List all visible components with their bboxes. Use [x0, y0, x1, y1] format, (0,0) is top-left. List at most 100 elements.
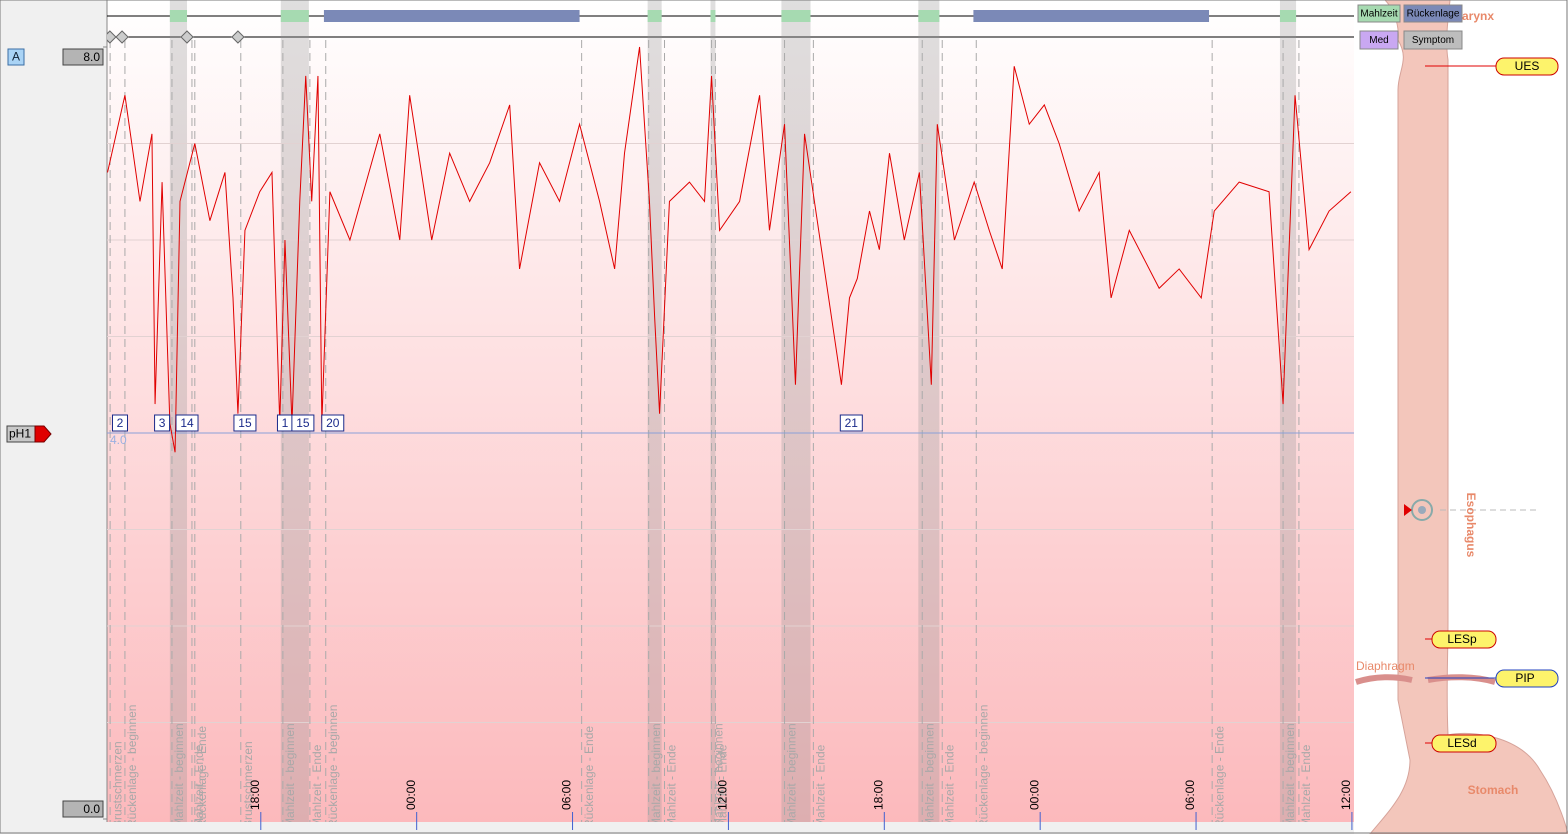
meal-band	[169, 0, 188, 822]
lesd-label: LESd	[1447, 736, 1476, 750]
pip-label: PIP	[1515, 671, 1534, 685]
symptom-marker	[115, 30, 129, 44]
reflux-box	[839, 414, 863, 432]
event-label: Rückenlage - Ende	[1212, 726, 1226, 828]
diaphragm-right	[1427, 674, 1496, 685]
x-tick-label: 18:00	[871, 780, 885, 810]
reflux-box	[175, 414, 199, 432]
anatomy-bg	[1354, 0, 1568, 834]
channel-arrow	[34, 425, 52, 443]
event-label: Mahlzeit - Ende	[192, 744, 206, 828]
meal-band	[647, 0, 662, 822]
legend-meal-label: Mahlzeit	[1360, 9, 1397, 20]
legend-med-label: Med	[1369, 35, 1388, 46]
meal-bar	[280, 10, 309, 22]
ues-pill[interactable]	[1495, 57, 1559, 76]
legend-meal[interactable]	[1357, 4, 1401, 23]
meal-band	[280, 0, 309, 822]
reflux-label: 14	[180, 416, 194, 430]
event-label: Brustschmerzen	[110, 741, 124, 828]
supine-bar	[323, 10, 580, 22]
event-label: Rückenlage - beginnen	[326, 705, 340, 828]
legend-symptom-label: Symptom	[1412, 35, 1454, 46]
reflux-label: 15	[296, 416, 310, 430]
legend-supine-label: Rückenlage	[1407, 9, 1460, 20]
y-tick-box	[62, 800, 104, 818]
event-label: Rückenlage - Ende	[195, 726, 209, 828]
event-label: Mahlzeit - Ende	[814, 744, 828, 828]
event-label: Mahlzeit - beginnen	[922, 723, 936, 828]
legend-med[interactable]	[1359, 30, 1399, 50]
esophagus-label: Esophagus	[1464, 493, 1478, 558]
stomach-label: Stomach	[1468, 783, 1519, 797]
event-label: Rückenlage - beginnen	[125, 705, 139, 828]
x-tick-label: 18:00	[248, 780, 262, 810]
threshold-label: 4.0	[110, 433, 127, 447]
meal-bar	[918, 10, 940, 22]
supine-bar	[973, 10, 1210, 22]
x-tick-label: 06:00	[560, 780, 574, 810]
plot: Brustschmerzen Rückenlage - beginnen Mahlz…	[107, 0, 1354, 828]
reflux-label: 20	[326, 416, 340, 430]
y-tick-box	[62, 48, 104, 66]
meal-band	[781, 0, 811, 822]
reflux-label: 15	[238, 416, 252, 430]
meal-band	[710, 0, 716, 822]
x-tick-label: 06:00	[1183, 780, 1197, 810]
legend-supine[interactable]	[1403, 4, 1463, 23]
meal-bar	[647, 10, 662, 22]
diaphragm-label: Diaphragm	[1356, 659, 1415, 673]
event-label: Mahlzeit - Ende	[665, 744, 679, 828]
event-label: Rückenlage - Ende	[582, 726, 596, 828]
meal-bar	[169, 10, 188, 22]
event-label: Mahlzeit - Ende	[1299, 744, 1313, 828]
event-label: Mahlzeit - Ende	[310, 744, 324, 828]
symptom-marker	[180, 30, 194, 44]
legend-symptom[interactable]	[1403, 30, 1463, 50]
event-label: Mahlzeit - Ende	[716, 744, 730, 828]
event-label: Brustschmerzen	[241, 741, 255, 828]
event-label: Mahlzeit - beginnen	[1283, 723, 1297, 828]
channel-button[interactable]	[7, 48, 25, 66]
sensor-arrow	[1404, 504, 1412, 516]
event-label: Mahlzeit - Ende	[942, 744, 956, 828]
diaphragm-left	[1355, 674, 1413, 685]
ph-trace	[107, 46, 1352, 453]
x-tick-label: 00:00	[404, 780, 418, 810]
pip-pill[interactable]	[1495, 669, 1559, 688]
ues-label: UES	[1515, 59, 1540, 73]
sensor-core	[1418, 506, 1426, 514]
reflux-box	[111, 414, 128, 432]
lesd-pill[interactable]	[1431, 734, 1497, 753]
meal-band	[918, 0, 940, 822]
event-label: Mahlzeit - beginnen	[283, 723, 297, 828]
lesp-pill[interactable]	[1431, 630, 1497, 649]
reflux-box	[233, 414, 257, 432]
event-label: Mahlzeit - beginnen	[172, 723, 186, 828]
y-tick-label: 0.0	[83, 802, 100, 816]
y-tick-label: 8.0	[83, 50, 100, 64]
event-label: Mahlzeit - beginnen	[785, 723, 799, 828]
symptom-marker	[107, 30, 117, 44]
reflux-box	[321, 414, 345, 432]
symptom-marker	[231, 30, 245, 44]
x-tick-label: 12:00	[716, 780, 730, 810]
reflux-label: 21	[845, 416, 859, 430]
reflux-box	[154, 414, 171, 432]
reflux-label: 1	[282, 416, 289, 430]
meal-bar	[781, 10, 811, 22]
reflux-label: 3	[159, 416, 166, 430]
x-tick-label: 12:00	[1339, 780, 1353, 810]
lesp-label: LESp	[1447, 632, 1477, 646]
channel-button-label: A	[12, 50, 20, 64]
event-label: Rückenlage - beginnen	[976, 705, 990, 828]
reflux-box	[291, 414, 315, 432]
meal-band	[1279, 0, 1297, 822]
reflux-label: 2	[117, 416, 124, 430]
meal-bar	[710, 10, 716, 22]
pharynx-label: arynx	[1462, 9, 1494, 23]
meal-bar	[1279, 10, 1297, 22]
